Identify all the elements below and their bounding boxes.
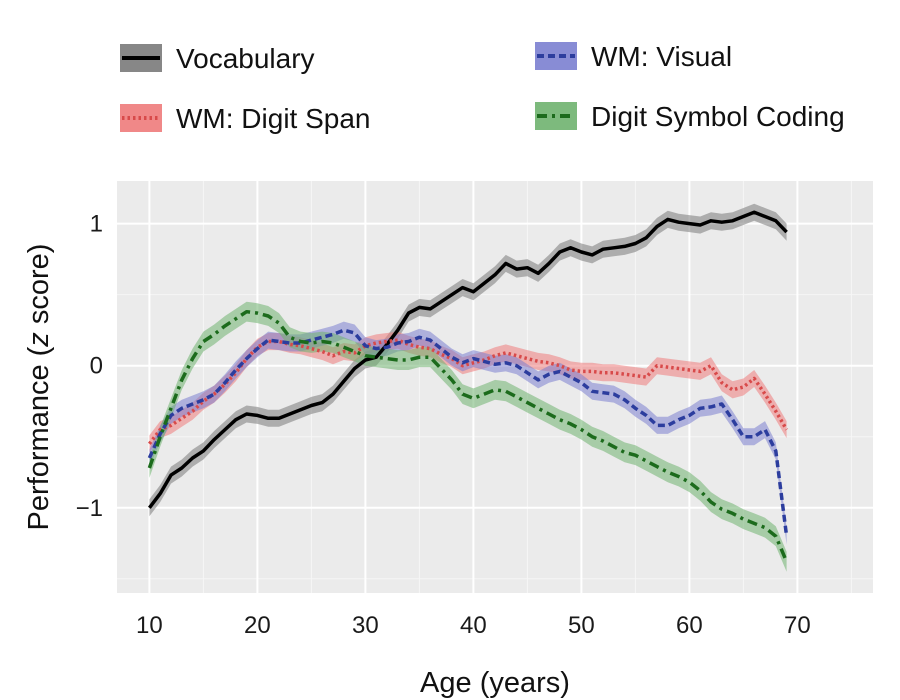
legend-label-wm-digit-span: WM: Digit Span bbox=[176, 103, 371, 134]
series-line-wm-visual bbox=[147, 328, 789, 537]
legend-label-digit-symbol-coding: Digit Symbol Coding bbox=[591, 101, 845, 132]
y-tick-label: −1 bbox=[76, 495, 103, 522]
legend-label-vocabulary: Vocabulary bbox=[176, 43, 315, 74]
x-tick-label: 60 bbox=[676, 612, 703, 639]
series-line-vocabulary bbox=[148, 210, 788, 509]
band-wm-visual bbox=[149, 321, 787, 545]
x-tick-label: 70 bbox=[784, 612, 811, 639]
legend-item-digit-symbol-coding: Digit Symbol Coding bbox=[535, 101, 845, 132]
band-digit-symbol-coding bbox=[149, 301, 787, 572]
legend-item-vocabulary: Vocabulary bbox=[120, 43, 315, 74]
y-axis-title: Performance (z score) bbox=[23, 244, 55, 531]
y-axis-title-prefix: Performance ( bbox=[23, 346, 55, 530]
confidence-bands bbox=[149, 203, 787, 572]
x-axis-ticks: 10 20 30 40 50 60 70 bbox=[136, 612, 811, 639]
legend-item-wm-digit-span: WM: Digit Span bbox=[120, 103, 371, 134]
x-tick-label: 10 bbox=[136, 612, 163, 639]
y-axis-ticks: 1 0 −1 bbox=[76, 211, 103, 522]
y-axis-title-italic: z bbox=[23, 332, 55, 348]
x-tick-label: 40 bbox=[460, 612, 487, 639]
y-tick-label: 1 bbox=[90, 211, 103, 238]
x-tick-label: 50 bbox=[568, 612, 595, 639]
series-line-digit-symbol-coding bbox=[147, 309, 789, 563]
y-tick-label: 0 bbox=[90, 353, 103, 380]
series-lines bbox=[147, 210, 789, 563]
y-axis-title-suffix: score) bbox=[23, 244, 55, 333]
x-axis-title: Age (years) bbox=[420, 667, 570, 699]
legend-label-wm-visual: WM: Visual bbox=[591, 41, 732, 72]
x-tick-label: 30 bbox=[352, 612, 379, 639]
legend-item-wm-visual: WM: Visual bbox=[535, 41, 732, 72]
x-tick-label: 20 bbox=[244, 612, 271, 639]
legend: Vocabulary WM: Visual WM: Digit Span Dig… bbox=[120, 41, 845, 134]
